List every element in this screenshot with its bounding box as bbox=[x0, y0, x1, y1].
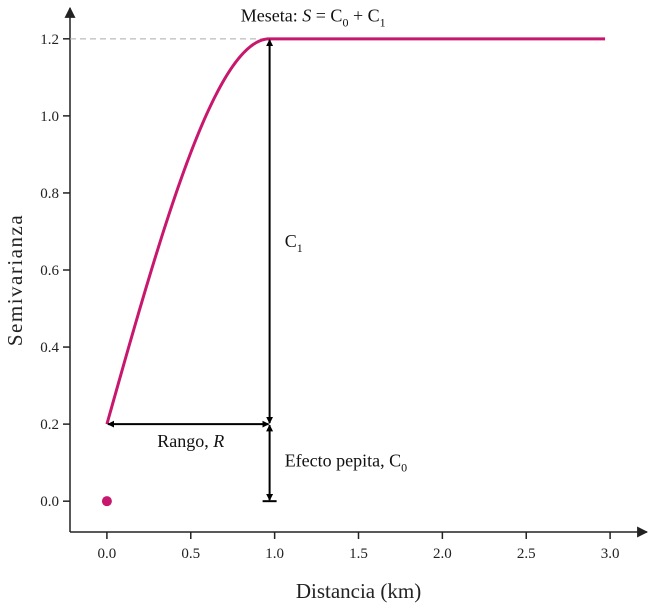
x-tick-label: 2.0 bbox=[433, 546, 452, 562]
y-axis-title: Semivarianza bbox=[3, 214, 27, 346]
x-tick-label: 3.0 bbox=[601, 546, 620, 562]
x-axis-title: Distancia (km) bbox=[296, 579, 421, 603]
nugget-label: Efecto pepita, C0 bbox=[285, 451, 407, 475]
x-tick-label: 1.0 bbox=[265, 546, 284, 562]
y-tick-label: 0.6 bbox=[40, 263, 59, 279]
y-tick-label: 0.8 bbox=[40, 186, 59, 202]
y-tick-label: 1.0 bbox=[40, 109, 59, 125]
semivariogram-curve bbox=[105, 37, 606, 425]
x-tick-label: 0.0 bbox=[98, 546, 117, 562]
x-axis-ticks: 0.0 0.5 1.0 1.5 2.0 2.5 3.0 bbox=[98, 532, 620, 562]
x-tick-label: 1.5 bbox=[349, 546, 368, 562]
y-tick-label: 0.4 bbox=[40, 340, 59, 356]
y-tick-label: 0.0 bbox=[40, 494, 59, 510]
range-label: Rango, R bbox=[157, 431, 224, 451]
x-tick-label: 0.5 bbox=[181, 546, 200, 562]
x-tick-label: 2.5 bbox=[517, 546, 536, 562]
sill-label: Meseta: S = C0 + C1 bbox=[241, 5, 386, 29]
partial-sill-label: C1 bbox=[285, 231, 303, 255]
y-axis-ticks: 0.0 0.2 0.4 0.6 0.8 1.0 1.2 bbox=[40, 32, 70, 510]
origin-point bbox=[101, 496, 112, 507]
y-tick-label: 0.2 bbox=[40, 417, 59, 433]
y-tick-label: 1.2 bbox=[40, 32, 59, 48]
